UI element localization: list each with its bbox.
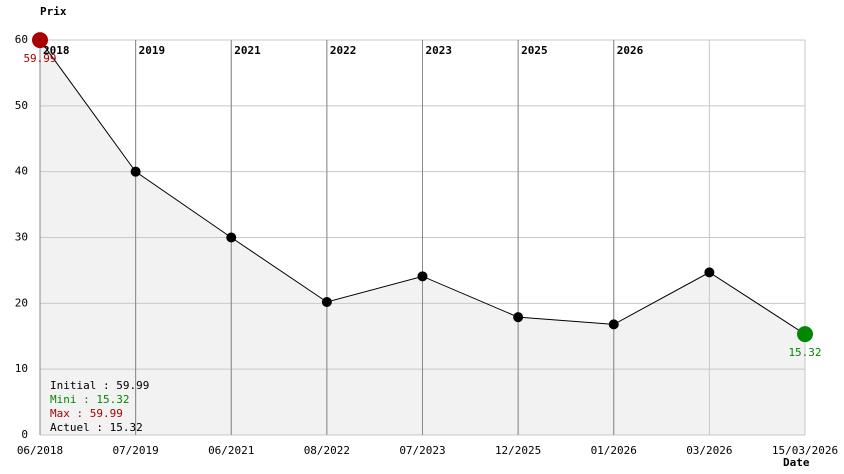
x-tick-label: 01/2026: [591, 444, 637, 457]
point: [797, 326, 813, 343]
x-axis-label: Date: [783, 456, 810, 469]
x-tick-label: 15/03/2026: [772, 444, 838, 457]
point: [226, 232, 237, 243]
year-marker-label: 2025: [521, 44, 548, 57]
point: [608, 319, 619, 330]
y-tick-label: 10: [15, 362, 28, 375]
year-marker-label: 2023: [426, 44, 453, 57]
y-tick-label: 40: [15, 165, 28, 178]
x-tick-label: 03/2026: [686, 444, 732, 457]
year-marker-label: 2026: [617, 44, 644, 57]
year-marker-label: 2021: [234, 44, 261, 57]
point: [321, 297, 332, 308]
y-axis-label: Prix: [40, 5, 67, 18]
year-marker-label: 2019: [139, 44, 166, 57]
y-tick-label: 50: [15, 99, 28, 112]
point: [130, 166, 141, 177]
x-tick-label: 07/2023: [399, 444, 445, 457]
stat-line: Actuel : 15.32: [50, 421, 143, 434]
y-tick-label: 30: [15, 231, 28, 244]
point: [417, 271, 428, 282]
point: [704, 267, 715, 278]
year-marker-label: 2022: [330, 44, 357, 57]
point: [32, 32, 48, 49]
stat-line: Max : 59.99: [50, 407, 123, 420]
point-label: 59.99: [23, 52, 56, 65]
y-tick-label: 0: [21, 428, 28, 441]
y-tick-label: 20: [15, 296, 28, 309]
point-label: 15.32: [788, 346, 821, 359]
x-tick-label: 06/2018: [17, 444, 63, 457]
x-tick-label: 08/2022: [304, 444, 350, 457]
x-tick-label: 12/2025: [495, 444, 541, 457]
stat-line: Mini : 15.32: [50, 393, 129, 406]
stat-line: Initial : 59.99: [50, 379, 149, 392]
y-tick-label: 60: [15, 33, 28, 46]
x-tick-label: 06/2021: [208, 444, 254, 457]
point: [513, 312, 524, 323]
x-tick-label: 07/2019: [112, 444, 158, 457]
